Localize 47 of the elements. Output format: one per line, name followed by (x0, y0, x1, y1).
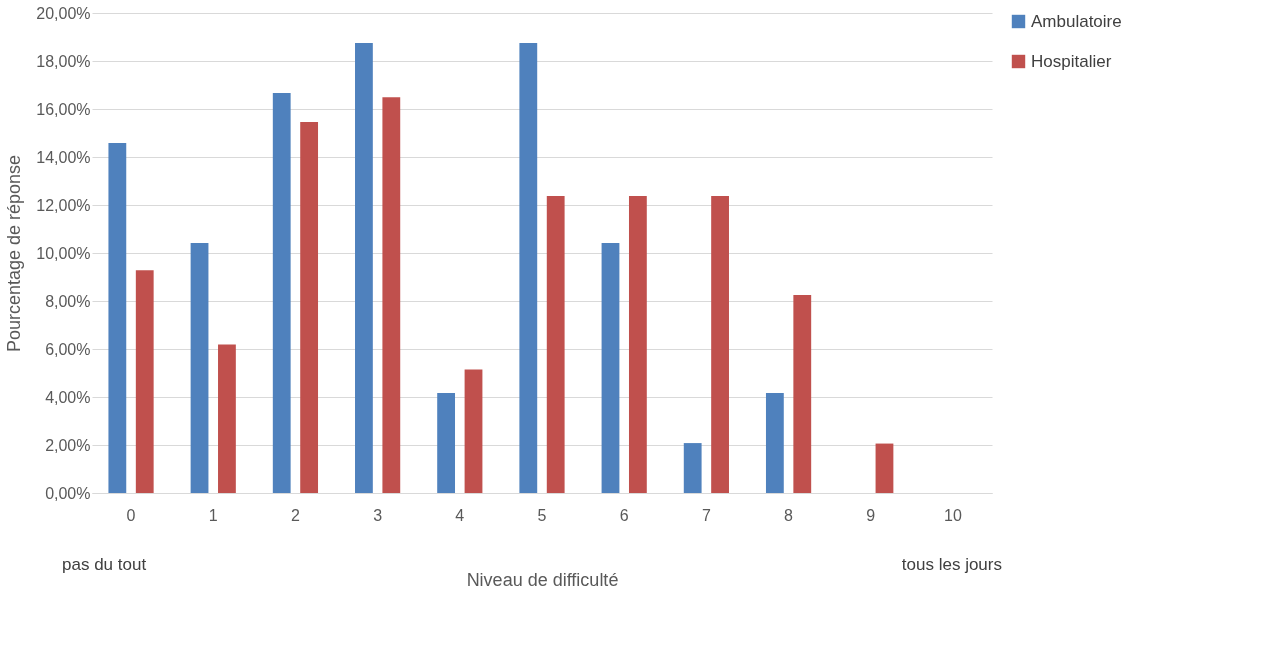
bar (190, 242, 209, 493)
y-tick-label: 4,00% (45, 388, 91, 406)
legend-label: Ambulatoire (1031, 11, 1122, 31)
y-tick-label: 0,00% (45, 484, 91, 502)
text: tous les jours (901, 555, 1002, 574)
y-tick-label: 18,00% (36, 52, 91, 70)
bar (875, 443, 894, 493)
bar (793, 295, 812, 493)
bar (711, 196, 729, 493)
y-tick-label: 6,00% (45, 340, 91, 358)
bar (519, 43, 538, 493)
y-tick-label: 8,00% (45, 292, 91, 310)
legend-label: Hospitalier (1031, 51, 1112, 71)
x-tick-label: 7 (701, 506, 711, 524)
bar (546, 196, 565, 493)
bar (628, 196, 647, 493)
x-tick-label: 0 (126, 506, 136, 524)
bar (135, 270, 154, 493)
x-tick-label: 6 (619, 506, 629, 524)
bar (108, 143, 127, 493)
bar (300, 121, 319, 493)
bar (683, 443, 702, 493)
y-axis-title: Pourcentage de réponse (4, 154, 25, 353)
x-tick-label: 9 (866, 506, 876, 524)
x-tick-label: 8 (784, 506, 794, 524)
y-tick-label: 12,00% (36, 196, 91, 214)
y-tick-label: 14,00% (36, 148, 91, 166)
bar (765, 392, 784, 493)
y-tick-label: 20,00% (36, 4, 91, 22)
y-tick-label: 10,00% (36, 244, 91, 262)
bar (272, 92, 291, 493)
y-tick-label: 2,00% (45, 436, 91, 454)
x-axis-title: Niveau de difficulté (466, 569, 619, 590)
x-tick-label: 5 (537, 506, 547, 524)
text: pas du tout (62, 555, 147, 574)
y-tick-label: 16,00% (36, 100, 91, 118)
x-tick-label: 1 (208, 506, 218, 524)
bar (464, 369, 483, 493)
bar (437, 392, 456, 493)
x-tick-label: 10 (944, 506, 962, 524)
x-tick-label: 4 (455, 506, 465, 524)
bar (355, 43, 373, 493)
bar (218, 344, 236, 493)
bar (382, 97, 401, 493)
bar (601, 242, 620, 493)
x-tick-label: 3 (373, 506, 383, 524)
x-tick-label: 2 (290, 506, 300, 524)
